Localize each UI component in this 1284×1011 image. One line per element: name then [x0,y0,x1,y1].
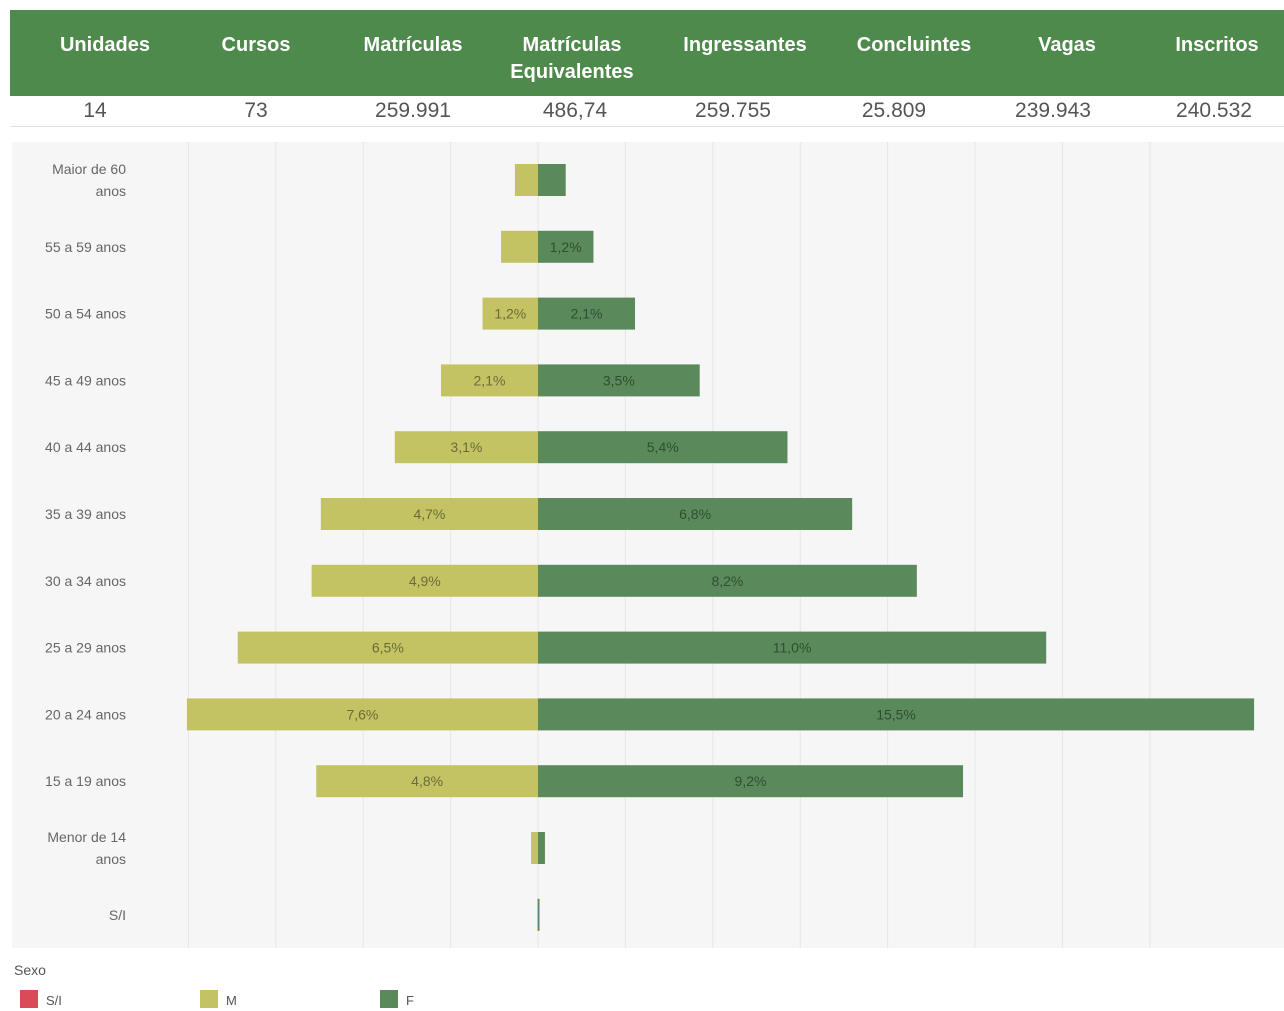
stat-header-3: Matrículas Equivalentes [510,34,634,83]
data-label-m: 3,1% [450,439,482,455]
data-label-f: 6,8% [679,506,711,522]
bar-f [538,564,917,597]
category-label: 30 a 34 anos [45,573,126,589]
bar-m [316,765,538,798]
data-label-f: 3,5% [603,372,635,388]
bar-f [538,765,964,798]
stat-header-7: Inscritos [1175,34,1259,56]
stats-values-row: 14 73 259.991 486,74 259.755 25.809 239.943 240… [10,96,1284,127]
stat-value-1: 73 [244,99,268,122]
bar-f [538,898,540,931]
bar-m [482,297,538,330]
data-label-f: 11,0% [773,640,812,656]
bar-f [538,698,1255,731]
bar-m [320,498,538,530]
stat-value-5: 25.809 [861,99,927,122]
stat-value-6: 239.943 [1015,99,1091,122]
bar-m [440,364,538,397]
stat-value-0: 14 [83,99,107,122]
category-label: 35 a 39 anos [45,506,126,522]
bar-f [538,230,594,263]
category-label: 20 a 24 anos [45,706,126,722]
legend-swatch-si [20,990,38,1008]
category-label: 50 a 54 anos [45,306,126,322]
legend-label-f: F [406,993,414,1008]
bar-f [538,832,545,864]
data-label-m: 2,1% [474,372,506,388]
data-label-m: 7,6% [346,706,378,722]
chart-canvas: Maior de 60 anos 55 a 59 anos 1,2% 50 a 54 a… [45,142,1255,948]
data-label-f: 2,1% [571,306,603,322]
bar-m [186,698,538,731]
bar-f [538,297,636,330]
data-label-m: 4,7% [413,506,445,522]
data-label-m: 4,8% [411,773,443,789]
legend-swatch-f [380,990,398,1008]
category-label: 45 a 49 anos [45,372,126,388]
bar-m [311,564,538,597]
legend-swatch-m [200,990,218,1008]
stat-header-5: Concluintes [856,34,972,56]
data-label-f: 8,2% [711,573,743,589]
stat-header-4: Ingressantes [683,34,807,56]
data-label-f: 1,2% [550,239,582,255]
bar-f [538,164,566,196]
stat-header-2: Matrículas [363,34,463,56]
stat-value-3: 486,74 [542,99,608,122]
data-label-m: 1,2% [494,306,526,322]
age-pyramid-chart: Maior de 60 anos 55 a 59 anos 1,2% 50 a 54 a… [12,142,1284,948]
category-label: Maior de 60 anos [52,161,126,199]
legend-title: Sexo [14,962,46,978]
bar-f [538,364,700,397]
data-label-f: 5,4% [647,439,679,455]
bar-m [537,898,539,931]
category-label: Menor de 14 anos [47,829,126,867]
category-label: 40 a 44 anos [45,439,126,455]
stat-value-2: 259.991 [375,99,451,122]
stat-header-0: Unidades [59,34,151,56]
data-label-f: 15,5% [876,706,916,722]
category-label: 25 a 29 anos [45,640,126,656]
data-label-f: 9,2% [735,773,767,789]
bar-f [538,631,1047,664]
bar-m [237,631,538,664]
data-label-m: 4,9% [409,573,441,589]
legend-label-m: M [226,993,237,1008]
data-label-m: 6,5% [372,640,404,656]
bar-m [394,431,538,464]
stat-header-6: Vagas [1038,34,1096,56]
category-label: S/I [109,907,126,923]
category-label: 55 a 59 anos [45,239,126,255]
bar-m [531,832,538,864]
legend-label-si: S/I [46,993,62,1008]
bar-f [538,431,788,464]
bar-m [501,230,538,263]
bar-f [538,498,853,530]
stat-value-4: 259.755 [695,99,771,122]
stat-value-7: 240.532 [1176,99,1252,122]
stat-header-1: Cursos [221,34,291,56]
stats-header-bar: Unidades Cursos Matrículas Matrículas Equiv… [10,10,1284,96]
category-label: 15 a 19 anos [45,773,126,789]
bar-m [514,164,538,196]
